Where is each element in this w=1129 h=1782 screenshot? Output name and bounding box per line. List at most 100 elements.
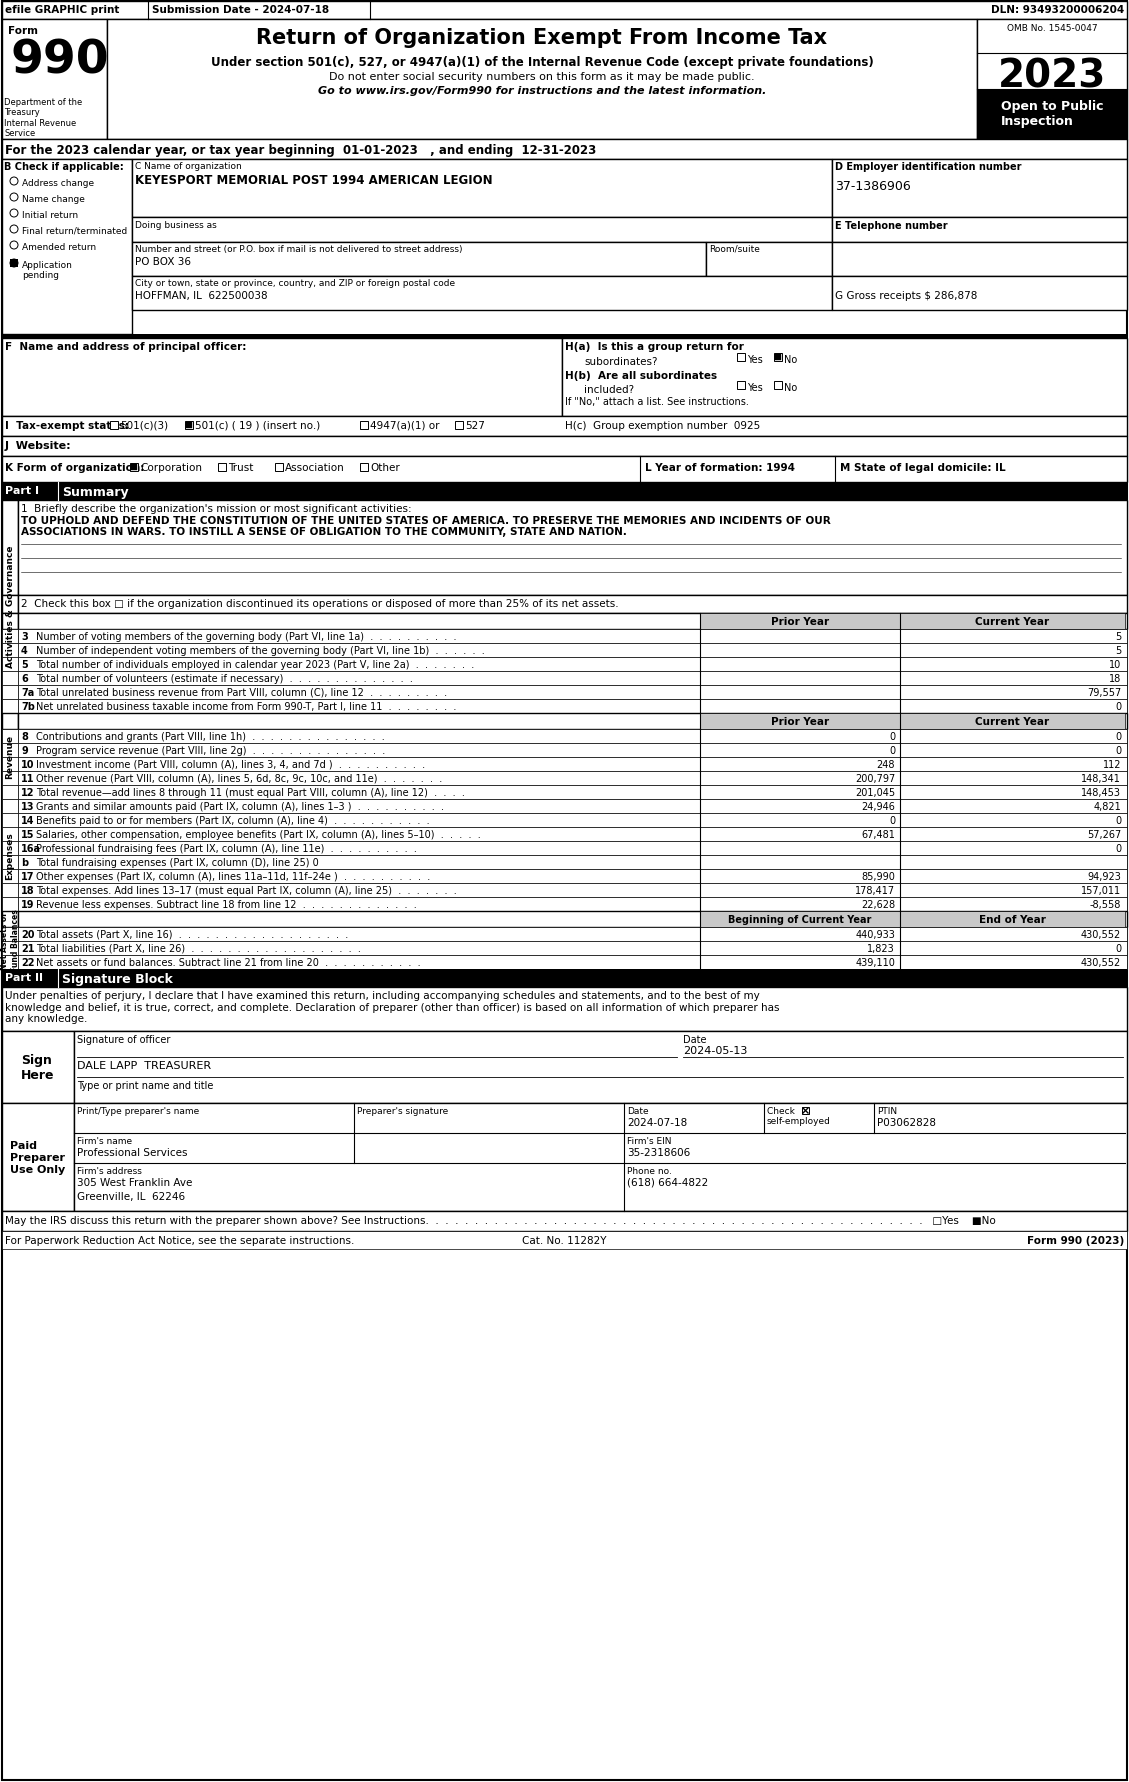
Bar: [218, 463, 226, 472]
Text: Firm's address: Firm's address: [77, 1167, 142, 1176]
Text: Amended return: Amended return: [21, 242, 96, 251]
Bar: [2, 1103, 75, 1212]
Bar: [110, 422, 119, 429]
Bar: [2, 814, 18, 827]
Text: Open to Public
Inspection: Open to Public Inspection: [1000, 100, 1103, 128]
Text: E Telephone number: E Telephone number: [835, 221, 947, 232]
Text: 0: 0: [1114, 943, 1121, 953]
Bar: [2, 927, 18, 941]
Bar: [18, 827, 1127, 841]
Text: Form: Form: [8, 27, 38, 36]
Bar: [774, 355, 781, 360]
Text: 0: 0: [1114, 843, 1121, 854]
Bar: [132, 217, 832, 242]
Bar: [132, 276, 832, 310]
Bar: [455, 422, 463, 429]
Bar: [18, 713, 1127, 729]
Text: PTIN: PTIN: [877, 1107, 898, 1116]
Text: Doing business as: Doing business as: [135, 221, 217, 230]
Text: Current Year: Current Year: [975, 617, 1049, 627]
Bar: [18, 814, 1127, 827]
Bar: [185, 422, 193, 429]
Text: Investment income (Part VIII, column (A), lines 3, 4, and 7d )  .  .  .  .  .  .: Investment income (Part VIII, column (A)…: [36, 759, 426, 770]
Bar: [977, 20, 1127, 141]
Text: Form 990 (2023): Form 990 (2023): [1026, 1235, 1124, 1246]
Bar: [774, 381, 782, 390]
Text: Date: Date: [627, 1107, 649, 1116]
Text: Association: Association: [285, 463, 344, 472]
Bar: [2, 483, 1127, 501]
Text: 0: 0: [889, 745, 895, 756]
Text: 79,557: 79,557: [1087, 688, 1121, 697]
Text: 5: 5: [1114, 645, 1121, 656]
Bar: [132, 160, 832, 217]
Bar: [737, 355, 745, 362]
Bar: [802, 1107, 809, 1114]
Text: Final return/terminated: Final return/terminated: [21, 226, 128, 235]
Text: K Form of organization:: K Form of organization:: [5, 463, 145, 472]
Text: 430,552: 430,552: [1080, 930, 1121, 939]
Text: TO UPHOLD AND DEFEND THE CONSTITUTION OF THE UNITED STATES OF AMERICA. TO PRESER: TO UPHOLD AND DEFEND THE CONSTITUTION OF…: [21, 515, 831, 526]
Text: Signature of officer: Signature of officer: [77, 1034, 170, 1044]
Text: Total revenue—add lines 8 through 11 (must equal Part VIII, column (A), line 12): Total revenue—add lines 8 through 11 (mu…: [36, 788, 465, 798]
Text: 3: 3: [21, 631, 28, 642]
Text: 527: 527: [465, 421, 484, 431]
Text: No: No: [784, 355, 797, 365]
Text: Summary: Summary: [62, 486, 129, 499]
Text: 10: 10: [21, 759, 35, 770]
Text: Program service revenue (Part VIII, line 2g)  .  .  .  .  .  .  .  .  .  .  .  .: Program service revenue (Part VIII, line…: [36, 745, 385, 756]
Bar: [18, 800, 1127, 814]
Bar: [2, 841, 18, 855]
Text: Name change: Name change: [21, 194, 85, 203]
Text: D Employer identification number: D Employer identification number: [835, 162, 1022, 171]
Text: Net Assets or
Fund Balances: Net Assets or Fund Balances: [0, 909, 19, 971]
Bar: [2, 969, 1127, 987]
Text: Professional Services: Professional Services: [77, 1148, 187, 1157]
Bar: [360, 422, 368, 429]
Text: 0: 0: [889, 816, 895, 825]
Text: F  Name and address of principal officer:: F Name and address of principal officer:: [5, 342, 246, 351]
Bar: [900, 713, 1124, 729]
Bar: [18, 595, 1127, 613]
Text: 9: 9: [21, 745, 28, 756]
Text: 440,933: 440,933: [855, 930, 895, 939]
Text: KEYESPORT MEMORIAL POST 1994 AMERICAN LEGION: KEYESPORT MEMORIAL POST 1994 AMERICAN LE…: [135, 175, 492, 187]
Text: 439,110: 439,110: [855, 957, 895, 968]
Text: Submission Date - 2024-07-18: Submission Date - 2024-07-18: [152, 5, 330, 14]
Text: 19: 19: [21, 900, 35, 909]
Bar: [2, 1032, 75, 1103]
Text: Net assets or fund balances. Subtract line 21 from line 20  .  .  .  .  .  .  . : Net assets or fund balances. Subtract li…: [36, 957, 421, 968]
Bar: [132, 242, 706, 276]
Text: Yes: Yes: [747, 355, 763, 365]
Text: Go to www.irs.gov/Form990 for instructions and the latest information.: Go to www.irs.gov/Form990 for instructio…: [317, 86, 767, 96]
Text: 148,341: 148,341: [1082, 773, 1121, 784]
Text: 18: 18: [21, 886, 35, 896]
Text: 157,011: 157,011: [1080, 886, 1121, 896]
Text: Professional fundraising fees (Part IX, column (A), line 11e)  .  .  .  .  .  . : Professional fundraising fees (Part IX, …: [36, 843, 417, 854]
Text: -8,558: -8,558: [1089, 900, 1121, 909]
Bar: [2, 672, 18, 686]
Text: 2024-05-13: 2024-05-13: [683, 1046, 747, 1055]
Text: 501(c) ( 19 ) (insert no.): 501(c) ( 19 ) (insert no.): [195, 421, 321, 431]
Bar: [18, 658, 1127, 672]
Text: Do not enter social security numbers on this form as it may be made public.: Do not enter social security numbers on …: [330, 71, 755, 82]
Text: 67,481: 67,481: [861, 830, 895, 839]
Text: Salaries, other compensation, employee benefits (Part IX, column (A), lines 5–10: Salaries, other compensation, employee b…: [36, 830, 481, 839]
Bar: [18, 613, 1127, 629]
Bar: [2, 629, 18, 643]
Text: Firm's EIN: Firm's EIN: [627, 1137, 672, 1146]
Text: No: No: [784, 383, 797, 392]
Text: 0: 0: [889, 732, 895, 741]
Text: 2023: 2023: [998, 59, 1106, 96]
Text: Number of voting members of the governing body (Part VI, line 1a)  .  .  .  .  .: Number of voting members of the governin…: [36, 631, 456, 642]
Bar: [107, 20, 977, 141]
Text: Initial return: Initial return: [21, 210, 78, 219]
Bar: [18, 911, 1127, 927]
Bar: [2, 870, 18, 884]
Bar: [2, 729, 18, 743]
Text: 430,552: 430,552: [1080, 957, 1121, 968]
Text: 22: 22: [21, 957, 35, 968]
Bar: [2, 658, 18, 672]
Text: 24,946: 24,946: [861, 802, 895, 811]
Text: Part I: Part I: [5, 486, 40, 495]
